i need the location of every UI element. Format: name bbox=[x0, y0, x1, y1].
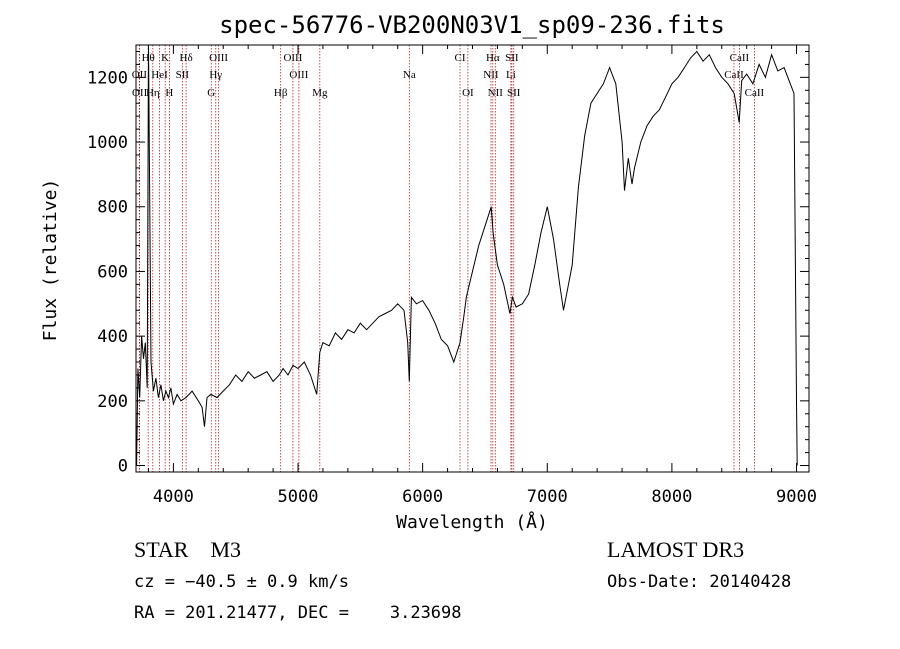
spectral-line-label: SII bbox=[176, 69, 190, 81]
spectral-line-label: SII bbox=[507, 87, 521, 99]
spectral-line-label: Hη bbox=[146, 87, 160, 99]
survey-name: LAMOST DR3 bbox=[607, 537, 745, 562]
x-tick-label: 5000 bbox=[278, 487, 319, 507]
spectral-line-label: SII bbox=[505, 52, 519, 64]
spectral-line-label: G bbox=[207, 87, 215, 99]
spectral-line-label: Hα bbox=[486, 52, 500, 64]
object-class: STAR bbox=[134, 537, 189, 562]
object-classification: STAR M3 bbox=[134, 537, 241, 563]
y-axis-ticks: 0 200 400 600 800 1000 1200 bbox=[87, 50, 809, 477]
y-tick-label: 0 bbox=[118, 457, 128, 477]
x-tick-label: 8000 bbox=[651, 487, 692, 507]
x-tick-label: 4000 bbox=[153, 487, 194, 507]
y-tick-label: 600 bbox=[97, 262, 128, 282]
spectral-line-label: Hγ bbox=[209, 69, 222, 81]
spectral-line-label: K bbox=[161, 52, 169, 64]
spectral-line-markers bbox=[138, 45, 755, 472]
y-tick-label: 1200 bbox=[87, 68, 128, 88]
redshift-velocity: cz = −40.5 ± 0.9 km/s bbox=[134, 572, 349, 592]
y-tick-label: 1000 bbox=[87, 133, 128, 153]
x-tick-label: 9000 bbox=[776, 487, 817, 507]
x-tick-label: 6000 bbox=[402, 487, 443, 507]
spectral-line-label: CaII bbox=[730, 52, 750, 64]
x-axis-ticks: 4000 5000 6000 7000 8000 9000 bbox=[147, 45, 817, 507]
spectral-line-label: Hδ bbox=[180, 52, 193, 64]
x-axis-label: Wavelength (Å) bbox=[396, 511, 548, 533]
y-tick-label: 200 bbox=[97, 392, 128, 412]
spectral-line-label: HeI bbox=[151, 69, 168, 81]
x-tick-label: 7000 bbox=[527, 487, 568, 507]
spectral-line-label: OII bbox=[132, 69, 148, 81]
spectrum-line bbox=[136, 44, 798, 466]
y-tick-label: 800 bbox=[97, 198, 128, 218]
spectral-line-label: Li bbox=[506, 69, 516, 81]
ra-dec-coordinates: RA = 201.21477, DEC = 3.23698 bbox=[134, 603, 462, 623]
spectral-line-label: CI bbox=[455, 52, 466, 64]
observation-date: Obs-Date: 20140428 bbox=[607, 572, 792, 592]
spectral-line-label: H bbox=[165, 87, 173, 99]
plot-frame bbox=[135, 44, 810, 473]
y-axis-label: Flux (relative) bbox=[40, 179, 61, 342]
spectral-line-label: OIII bbox=[283, 52, 302, 64]
spectral-line-label: OI bbox=[462, 87, 474, 99]
object-subclass: M3 bbox=[210, 537, 242, 562]
spectral-line-label: NII bbox=[483, 69, 499, 81]
chart-title: spec-56776-VB200N03V1_sp09-236.fits bbox=[219, 11, 725, 39]
spectral-line-label: NII bbox=[488, 87, 504, 99]
spectral-line-label: Hβ bbox=[274, 87, 288, 99]
spectral-line-label: Na bbox=[403, 69, 416, 81]
spectral-line-label: Mg bbox=[312, 87, 328, 99]
y-tick-label: 400 bbox=[97, 327, 128, 347]
spectral-line-label: OIII bbox=[209, 52, 228, 64]
spectral-line-label: CaII bbox=[724, 69, 744, 81]
spectral-line-label: CaII bbox=[745, 87, 765, 99]
spectral-line-label: OIII bbox=[289, 69, 308, 81]
